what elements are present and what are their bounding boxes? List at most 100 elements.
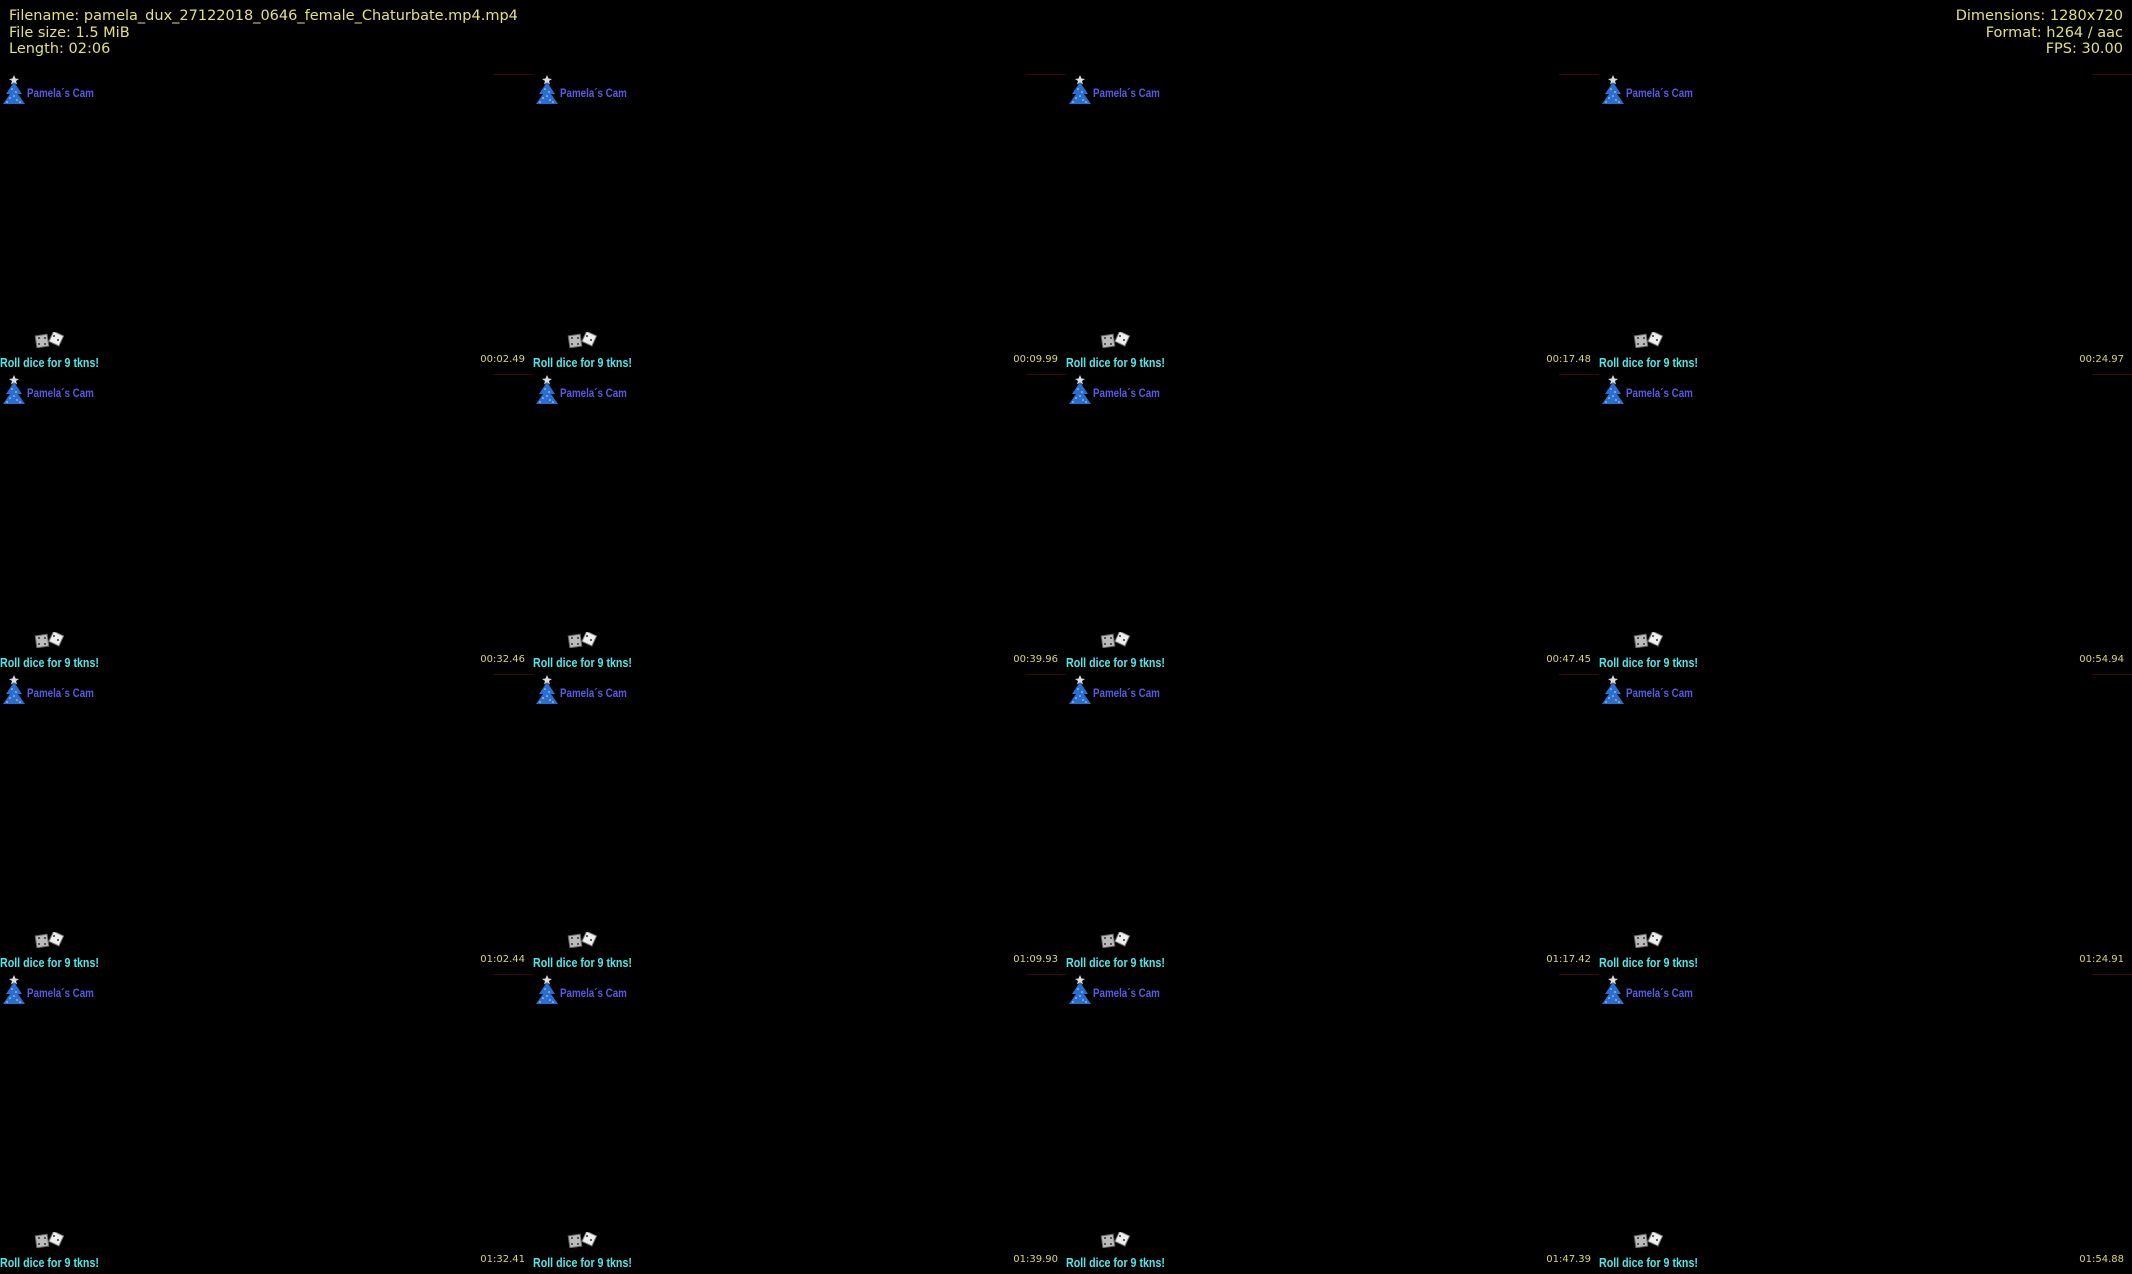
roll-dice-label: Roll dice for 9 tkns! — [1066, 655, 1165, 670]
thumbnail-frame: Pamela´s Cam Roll dice for 9 tkns! 01:32.4… — [0, 974, 533, 1274]
dice-icon — [1100, 630, 1134, 649]
thumbnail-frame: Pamela´s Cam Roll dice for 9 tkns! 00:02.4… — [0, 74, 533, 374]
dice-icon — [567, 930, 601, 949]
roll-dice-label: Roll dice for 9 tkns! — [0, 955, 99, 970]
roll-dice-label: Roll dice for 9 tkns! — [1599, 655, 1698, 670]
roll-dice-label: Roll dice for 9 tkns! — [533, 1255, 632, 1270]
roll-dice-label: Roll dice for 9 tkns! — [533, 355, 632, 370]
file-info: Filename: pamela_dux_27122018_0646_femal… — [9, 8, 518, 58]
christmas-tree-icon — [535, 74, 559, 106]
timestamp: 00:47.45 — [1546, 654, 1591, 665]
cam-label: Pamela´s Cam — [560, 88, 627, 100]
christmas-tree-icon — [2, 374, 26, 406]
timestamp: 01:32.41 — [480, 1254, 525, 1265]
divider — [1026, 74, 1066, 75]
christmas-tree-icon — [1601, 374, 1625, 406]
thumbnail-frame: Pamela´s Cam Roll dice for 9 tkns! 01:02.4… — [0, 674, 533, 974]
timestamp: 01:02.44 — [480, 954, 525, 965]
length: Length: 02:06 — [9, 41, 111, 57]
divider — [2092, 74, 2132, 75]
cam-label: Pamela´s Cam — [1093, 988, 1160, 1000]
divider — [1559, 74, 1599, 75]
christmas-tree-icon — [535, 974, 559, 1006]
roll-dice-label: Roll dice for 9 tkns! — [533, 955, 632, 970]
dice-icon — [1100, 330, 1134, 349]
timestamp: 01:54.88 — [2079, 1254, 2124, 1265]
cam-label: Pamela´s Cam — [27, 988, 94, 1000]
timestamp: 00:24.97 — [2079, 354, 2124, 365]
timestamp: 01:39.90 — [1013, 1254, 1058, 1265]
christmas-tree-icon — [1068, 674, 1092, 706]
thumbnail-frame: Pamela´s Cam Roll dice for 9 tkns! 01:09.9… — [533, 674, 1066, 974]
roll-dice-label: Roll dice for 9 tkns! — [0, 1255, 99, 1270]
roll-dice-label: Roll dice for 9 tkns! — [0, 355, 99, 370]
timestamp: 00:39.96 — [1013, 654, 1058, 665]
dice-icon — [1633, 930, 1667, 949]
format: Format: h264 / aac — [1985, 24, 2123, 41]
roll-dice-label: Roll dice for 9 tkns! — [1066, 355, 1165, 370]
christmas-tree-icon — [2, 974, 26, 1006]
divider — [1559, 674, 1599, 675]
roll-dice-label: Roll dice for 9 tkns! — [1599, 955, 1698, 970]
file-size: File size: 1.5 MiB — [9, 24, 130, 41]
dimensions: Dimensions: 1280x720 — [1955, 8, 2123, 24]
divider — [1026, 374, 1066, 375]
cam-label: Pamela´s Cam — [1626, 88, 1693, 100]
dice-icon — [1633, 1230, 1667, 1249]
dice-icon — [567, 630, 601, 649]
timestamp: 00:17.48 — [1546, 354, 1591, 365]
thumbnail-frame: Pamela´s Cam Roll dice for 9 tkns! 00:54.9… — [1599, 374, 2132, 674]
roll-dice-label: Roll dice for 9 tkns! — [1599, 355, 1698, 370]
thumbnail-frame: Pamela´s Cam Roll dice for 9 tkns! 01:47.3… — [1066, 974, 1599, 1274]
christmas-tree-icon — [1601, 974, 1625, 1006]
dice-icon — [567, 330, 601, 349]
thumbnail-frame: Pamela´s Cam Roll dice for 9 tkns! 01:54.8… — [1599, 974, 2132, 1274]
timestamp: 01:47.39 — [1546, 1254, 1591, 1265]
divider — [1559, 374, 1599, 375]
divider — [493, 374, 533, 375]
roll-dice-label: Roll dice for 9 tkns! — [0, 655, 99, 670]
cam-label: Pamela´s Cam — [560, 988, 627, 1000]
dice-icon — [34, 1230, 68, 1249]
christmas-tree-icon — [1068, 74, 1092, 106]
thumbnail-frame: Pamela´s Cam Roll dice for 9 tkns! 00:24.9… — [1599, 74, 2132, 374]
divider — [493, 974, 533, 975]
dice-icon — [34, 630, 68, 649]
thumbnail-grid: Pamela´s Cam Roll dice for 9 tkns! 00:02.4… — [0, 74, 2132, 1274]
cam-label: Pamela´s Cam — [1093, 688, 1160, 700]
roll-dice-label: Roll dice for 9 tkns! — [1066, 1255, 1165, 1270]
thumbnail-frame: Pamela´s Cam Roll dice for 9 tkns! 01:17.4… — [1066, 674, 1599, 974]
cam-label: Pamela´s Cam — [560, 688, 627, 700]
cam-label: Pamela´s Cam — [27, 388, 94, 400]
divider — [2092, 974, 2132, 975]
dice-icon — [1100, 1230, 1134, 1249]
divider — [1026, 674, 1066, 675]
roll-dice-label: Roll dice for 9 tkns! — [1066, 955, 1165, 970]
dice-icon — [567, 1230, 601, 1249]
dice-icon — [34, 930, 68, 949]
dice-icon — [1633, 630, 1667, 649]
timestamp: 00:32.46 — [480, 654, 525, 665]
cam-label: Pamela´s Cam — [1626, 388, 1693, 400]
video-info: Dimensions: 1280x720 Format: h264 / aac … — [1956, 8, 2123, 58]
divider — [1559, 974, 1599, 975]
thumbnail-frame: Pamela´s Cam Roll dice for 9 tkns! 00:39.9… — [533, 374, 1066, 674]
timestamp: 01:17.42 — [1546, 954, 1591, 965]
thumbnail-frame: Pamela´s Cam Roll dice for 9 tkns! 00:09.9… — [533, 74, 1066, 374]
cam-label: Pamela´s Cam — [1626, 988, 1693, 1000]
cam-label: Pamela´s Cam — [1626, 688, 1693, 700]
christmas-tree-icon — [535, 674, 559, 706]
thumbnail-frame: Pamela´s Cam Roll dice for 9 tkns! 00:32.4… — [0, 374, 533, 674]
thumbnail-frame: Pamela´s Cam Roll dice for 9 tkns! 00:17.4… — [1066, 74, 1599, 374]
christmas-tree-icon — [2, 74, 26, 106]
timestamp: 00:54.94 — [2079, 654, 2124, 665]
christmas-tree-icon — [1068, 374, 1092, 406]
timestamp: 01:24.91 — [2079, 954, 2124, 965]
dice-icon — [1633, 330, 1667, 349]
timestamp: 00:09.99 — [1013, 354, 1058, 365]
divider — [493, 74, 533, 75]
christmas-tree-icon — [1068, 974, 1092, 1006]
christmas-tree-icon — [1601, 74, 1625, 106]
filename: Filename: pamela_dux_27122018_0646_femal… — [9, 8, 518, 24]
dice-icon — [1100, 930, 1134, 949]
